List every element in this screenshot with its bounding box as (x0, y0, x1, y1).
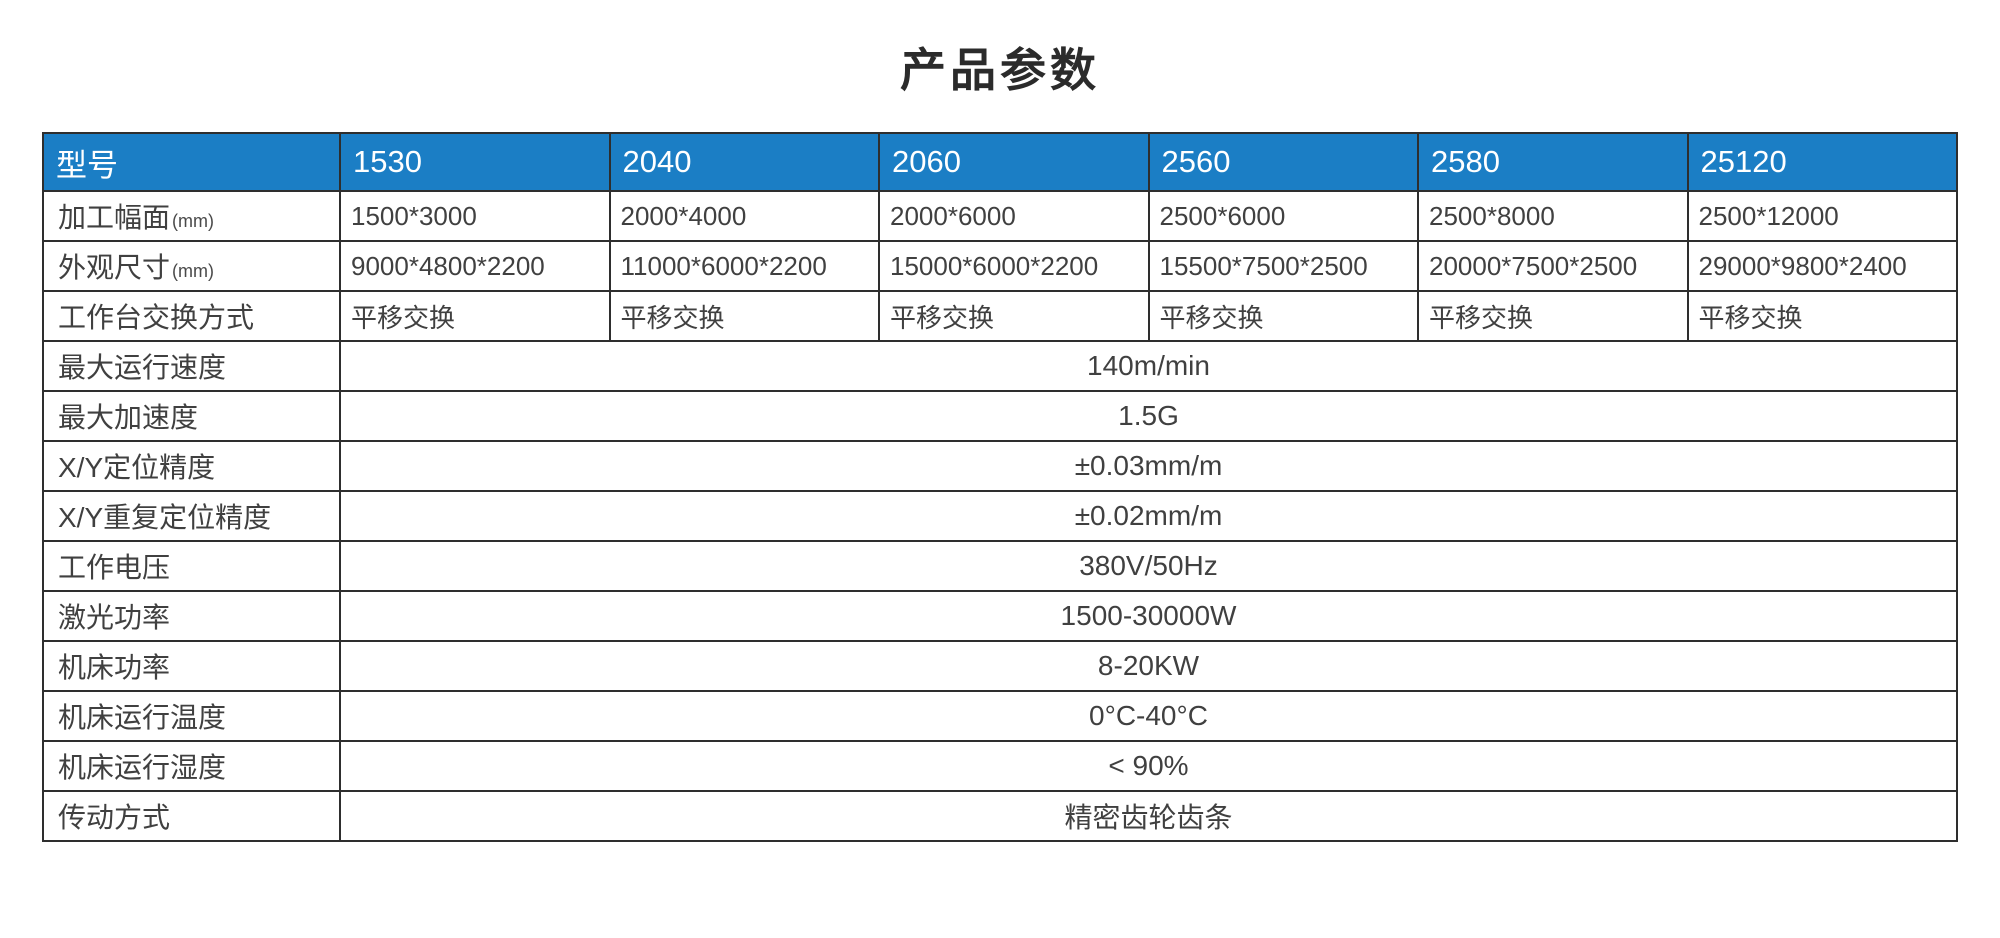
table-row-positioning-accuracy: X/Y定位精度 ±0.03mm/m (42, 440, 1958, 492)
row-label-cell: X/Y定位精度 (42, 440, 341, 492)
table-row-repeat-accuracy: X/Y重复定位精度 ±0.02mm/m (42, 490, 1958, 542)
spec-cell: 平移交换 (339, 290, 611, 342)
product-spec-table: 型号 1530 2040 2060 2560 2580 25120 加工幅面 (m… (42, 132, 1958, 842)
page-title: 产品参数 (900, 44, 1100, 96)
table-row-max-speed: 最大运行速度 140m/min (42, 340, 1958, 392)
row-label-cell: 机床运行温度 (42, 690, 341, 742)
table-row-working-area: 加工幅面 (mm) 1500*3000 2000*4000 2000*6000 2… (42, 190, 1958, 242)
spec-cell: 2000*4000 (608, 190, 880, 242)
table-row-max-acceleration: 最大加速度 1.5G (42, 390, 1958, 442)
row-label-cell: 传动方式 (42, 790, 341, 842)
spec-merged-cell: 1500-30000W (339, 590, 1958, 642)
header-cell-model: 1530 (339, 132, 611, 192)
row-label-cell: 工作台交换方式 (42, 290, 341, 342)
row-label: 外观尺寸 (58, 252, 171, 283)
row-label-cell: 激光功率 (42, 590, 341, 642)
header-cell-model: 2040 (608, 132, 880, 192)
row-unit: (mm) (172, 261, 214, 281)
spec-cell: 2500*6000 (1147, 190, 1419, 242)
row-label: 加工幅面 (58, 202, 171, 233)
row-label-cell: 加工幅面 (mm) (42, 190, 341, 242)
header-cell-model: 2060 (878, 132, 1150, 192)
spec-cell: 平移交换 (878, 290, 1150, 342)
spec-cell: 20000*7500*2500 (1417, 240, 1689, 292)
table-row-working-voltage: 工作电压 380V/50Hz (42, 540, 1958, 592)
spec-cell: 2000*6000 (878, 190, 1150, 242)
table-row-machine-power: 机床功率 8-20KW (42, 640, 1958, 692)
row-label-cell: 工作电压 (42, 540, 341, 592)
spec-merged-cell: 0°C-40°C (339, 690, 1958, 742)
row-label-cell: X/Y重复定位精度 (42, 490, 341, 542)
spec-cell: 平移交换 (1686, 290, 1958, 342)
header-cell-model: 2560 (1147, 132, 1419, 192)
row-label-cell: 最大加速度 (42, 390, 341, 442)
spec-merged-cell: ±0.03mm/m (339, 440, 1958, 492)
spec-merged-cell: 1.5G (339, 390, 1958, 442)
spec-cell: 1500*3000 (339, 190, 611, 242)
table-row-operating-temperature: 机床运行温度 0°C-40°C (42, 690, 1958, 742)
spec-merged-cell: ±0.02mm/m (339, 490, 1958, 542)
spec-cell: 2500*12000 (1686, 190, 1958, 242)
table-header-row: 型号 1530 2040 2060 2560 2580 25120 (42, 132, 1958, 192)
spec-merged-cell: 8-20KW (339, 640, 1958, 692)
header-cell-model: 2580 (1417, 132, 1689, 192)
spec-cell: 15500*7500*2500 (1147, 240, 1419, 292)
header-cell-model: 25120 (1686, 132, 1958, 192)
row-label-cell: 机床功率 (42, 640, 341, 692)
spec-cell: 平移交换 (1147, 290, 1419, 342)
spec-merged-cell: 精密齿轮齿条 (339, 790, 1958, 842)
spec-cell: 平移交换 (1417, 290, 1689, 342)
table-row-operating-humidity: 机床运行湿度 < 90% (42, 740, 1958, 792)
spec-cell: 11000*6000*2200 (608, 240, 880, 292)
spec-cell: 2500*8000 (1417, 190, 1689, 242)
row-label-cell: 机床运行湿度 (42, 740, 341, 792)
row-label-cell: 最大运行速度 (42, 340, 341, 392)
table-row-table-exchange: 工作台交换方式 平移交换 平移交换 平移交换 平移交换 平移交换 平移交换 (42, 290, 1958, 342)
row-unit: (mm) (172, 211, 214, 231)
spec-cell: 15000*6000*2200 (878, 240, 1150, 292)
spec-merged-cell: 140m/min (339, 340, 1958, 392)
spec-merged-cell: 380V/50Hz (339, 540, 1958, 592)
spec-merged-cell: < 90% (339, 740, 1958, 792)
row-label: 工作台交换方式 (58, 302, 255, 333)
table-row-laser-power: 激光功率 1500-30000W (42, 590, 1958, 642)
spec-cell: 9000*4800*2200 (339, 240, 611, 292)
header-cell-model-label: 型号 (42, 132, 341, 192)
table-row-dimensions: 外观尺寸 (mm) 9000*4800*2200 11000*6000*2200 … (42, 240, 1958, 292)
spec-cell: 平移交换 (608, 290, 880, 342)
row-label-cell: 外观尺寸 (mm) (42, 240, 341, 292)
table-row-transmission-mode: 传动方式 精密齿轮齿条 (42, 790, 1958, 842)
spec-cell: 29000*9800*2400 (1686, 240, 1958, 292)
